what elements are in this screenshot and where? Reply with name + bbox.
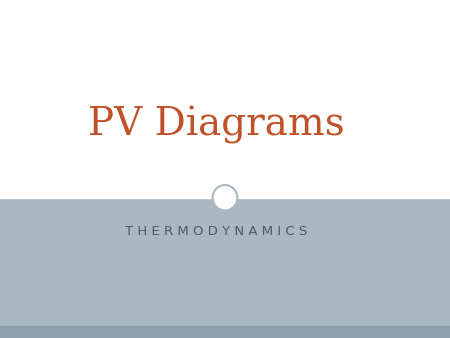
Ellipse shape xyxy=(212,185,238,210)
Text: T H E R M O D Y N A M I C S: T H E R M O D Y N A M I C S xyxy=(125,225,307,238)
Text: PV Diagrams: PV Diagrams xyxy=(88,106,344,144)
Bar xyxy=(0,326,450,338)
Bar xyxy=(0,198,450,338)
Bar xyxy=(0,0,450,198)
